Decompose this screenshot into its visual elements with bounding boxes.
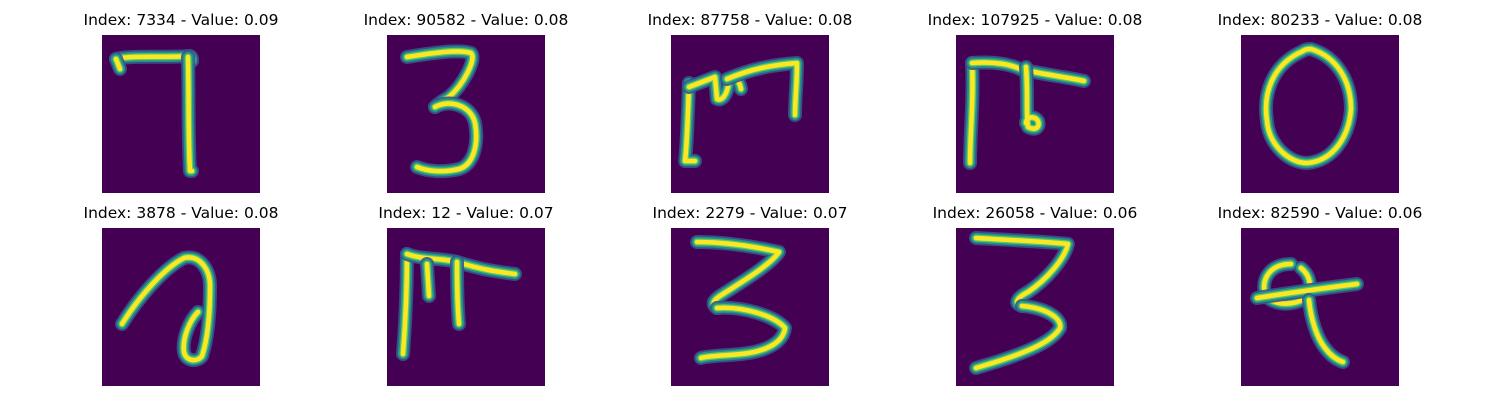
digit-canvas [956, 35, 1114, 193]
digit-image [387, 35, 545, 193]
digit-image [102, 35, 260, 193]
digit-image [1241, 35, 1399, 193]
glyph-stroke [1254, 281, 1360, 301]
digit-canvas [671, 35, 829, 193]
digit-image [671, 228, 829, 386]
panel-title: Index: 82590 - Value: 0.06 [1217, 204, 1423, 222]
panel-title: Index: 90582 - Value: 0.08 [363, 11, 569, 29]
panel-title: Index: 2279 - Value: 0.07 [652, 204, 848, 222]
glyph-stroke [698, 305, 788, 361]
digit-canvas [956, 228, 1114, 386]
digit-canvas [671, 228, 829, 386]
glyph-stroke [1306, 297, 1346, 365]
digit-canvas [102, 35, 260, 193]
digit-image [956, 35, 1114, 193]
glyph-stroke [1261, 261, 1313, 306]
panel-title: Index: 80233 - Value: 0.08 [1217, 11, 1423, 29]
glyph-stroke [1263, 46, 1354, 166]
glyph-stroke [454, 259, 462, 327]
digit-image [387, 228, 545, 386]
glyph-stroke [973, 303, 1063, 371]
glyph-stroke [967, 60, 975, 166]
digit-canvas [1241, 35, 1399, 193]
image-background [1241, 228, 1399, 386]
digit-image [102, 228, 260, 386]
glyph-stroke [185, 54, 195, 174]
digit-image [956, 228, 1114, 386]
digit-image [671, 35, 829, 193]
panel-title: Index: 7334 - Value: 0.09 [83, 11, 279, 29]
glyph-stroke [119, 255, 213, 363]
digit-canvas [387, 228, 545, 386]
glyph-stroke [973, 235, 1071, 309]
panel-title: Index: 3878 - Value: 0.08 [83, 204, 279, 222]
digit-canvas [1241, 228, 1399, 386]
glyph-stroke [424, 261, 432, 299]
glyph-stroke [400, 251, 410, 357]
glyph-stroke [724, 60, 800, 118]
glyph-stroke [113, 56, 123, 72]
panel-title: Index: 107925 - Value: 0.08 [927, 11, 1143, 29]
digit-canvas [387, 35, 545, 193]
digit-canvas [102, 228, 260, 386]
panel-title: Index: 87758 - Value: 0.08 [647, 11, 853, 29]
panel-title: Index: 26058 - Value: 0.06 [932, 204, 1138, 222]
glyph-stroke [694, 239, 782, 311]
digit-image [1241, 228, 1399, 386]
panel-title: Index: 12 - Value: 0.07 [378, 204, 554, 222]
glyph-stroke [1023, 64, 1041, 131]
glyph-stroke [414, 101, 479, 174]
